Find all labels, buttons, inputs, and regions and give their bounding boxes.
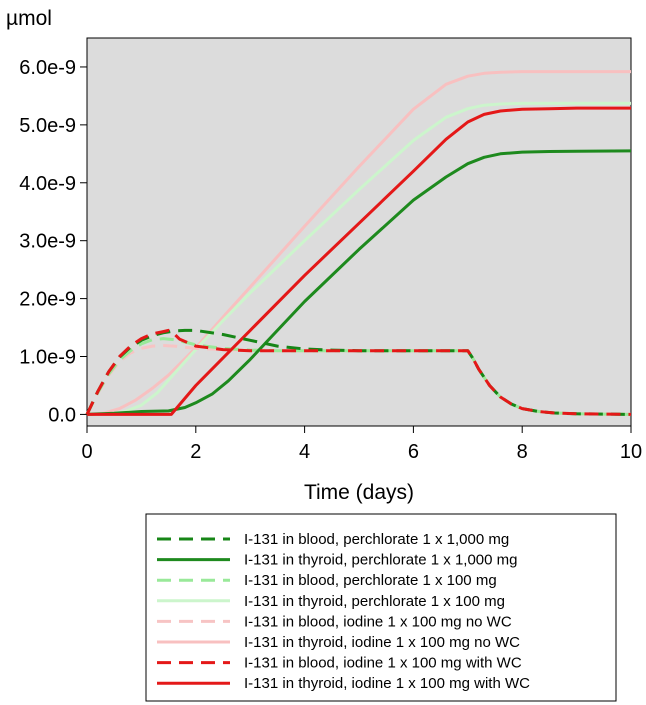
legend-label: I-131 in thyroid, perchlorate 1 x 1,000 … (244, 552, 518, 569)
x-axis-title: Time (days) (304, 481, 414, 504)
legend-label: I-131 in thyroid, iodine 1 x 100 mg no W… (244, 634, 520, 651)
series-line-4 (86, 101, 631, 416)
x-tick-label: 8 (517, 441, 528, 463)
series-line-7 (85, 328, 632, 416)
y-axis-title: µmol (6, 7, 52, 30)
y-axis: 0.0 1.0e-9 2.0e-9 3.0e-9 4.0e-9 5.0e-9 6.0e-9 (19, 57, 87, 426)
x-tick-label: 10 (620, 441, 642, 463)
legend-label: I-131 in blood, iodine 1 x 100 mg no WC (244, 613, 512, 630)
plot-area (86, 37, 632, 427)
legend-label: I-131 in blood, perchlorate 1 x 1,000 mg (244, 531, 509, 548)
y-tick-label: 3.0e-9 (19, 231, 76, 253)
x-tick-label: 0 (81, 441, 92, 463)
legend: I-131 in blood, perchlorate 1 x 1,000 mg… (145, 513, 617, 702)
legend-label: I-131 in thyroid, perchlorate 1 x 100 mg (244, 593, 505, 610)
y-tick-label: 4.0e-9 (19, 173, 76, 195)
legend-label: I-131 in blood, perchlorate 1 x 100 mg (244, 572, 497, 589)
x-tick-label: 4 (299, 441, 310, 463)
x-axis: 0 2 4 6 8 10 (81, 426, 642, 463)
series-lines (85, 70, 632, 416)
x-tick-label: 2 (190, 441, 201, 463)
y-tick-label: 0.0 (48, 404, 76, 426)
series-line-1 (85, 328, 632, 416)
y-tick-label: 5.0e-9 (19, 115, 76, 137)
series-line-6 (86, 70, 631, 416)
legend-label: I-131 in blood, iodine 1 x 100 mg with W… (244, 655, 522, 672)
y-tick-label: 6.0e-9 (19, 57, 76, 79)
legend-label: I-131 in thyroid, iodine 1 x 100 mg with… (244, 675, 530, 692)
legend-box (145, 513, 617, 702)
y-tick-label: 2.0e-9 (19, 289, 76, 311)
series-line-8 (87, 106, 631, 416)
y-tick-label: 1.0e-9 (19, 347, 76, 369)
x-tick-label: 6 (408, 441, 419, 463)
